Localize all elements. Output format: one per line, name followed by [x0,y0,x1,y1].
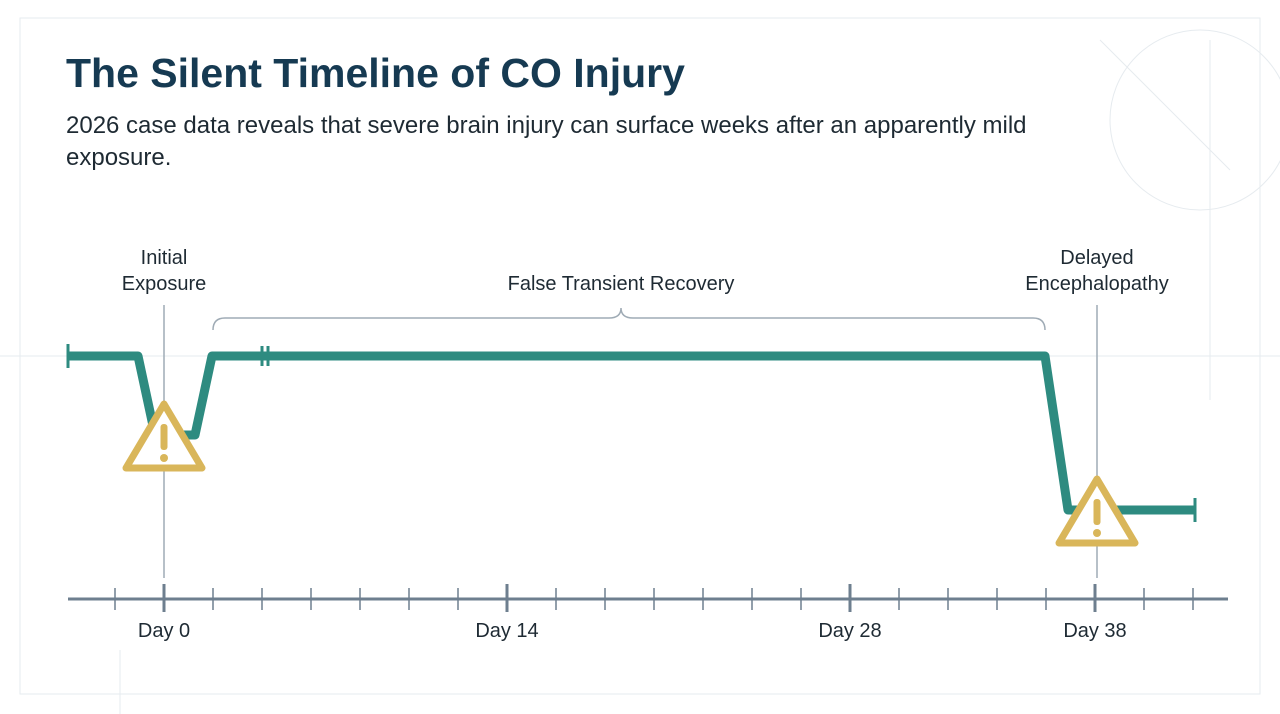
warning-icon [1055,475,1139,547]
axis-label: Day 14 [475,620,538,642]
title: The Silent Timeline of CO Injury [66,50,685,96]
axis-label: Day 28 [818,620,881,642]
event-label: Exposure [122,273,207,295]
warning-icon [122,400,206,472]
event-label: Encephalopathy [1025,273,1168,295]
timeline-line [68,351,1195,515]
subtitle: 2026 case data reveals that severe brain… [66,112,1027,171]
event-label: Initial [141,247,188,269]
event-label: False Transient Recovery [508,273,735,295]
phase-bracket [212,307,1046,331]
axis-label: Day 38 [1063,620,1126,642]
line-caps [66,344,1197,522]
axis-label: Day 0 [138,620,190,642]
event-label: Delayed [1060,247,1133,269]
